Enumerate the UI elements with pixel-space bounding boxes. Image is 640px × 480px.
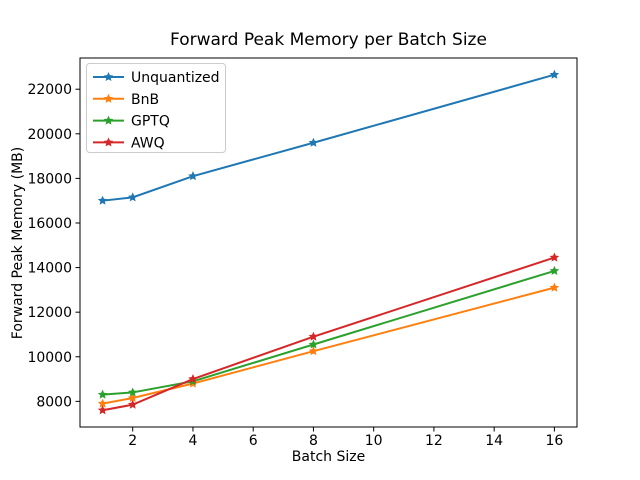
data-point-marker-awq [188,374,198,384]
x-tick-label: 4 [188,433,197,449]
data-point-marker-bnb [549,282,560,292]
x-tick-label: 14 [485,433,503,449]
y-tick-label: 16000 [27,216,72,232]
y-tick-label: 10000 [27,350,72,366]
data-point-marker-gptq [549,265,560,275]
data-point-marker-bnb [127,393,138,403]
legend-box [86,63,226,153]
data-point-marker-bnb [308,346,319,356]
data-point-marker-unquantized [549,69,560,79]
x-tick-label: 16 [545,433,563,449]
plot-area [79,57,578,428]
legend-marker [103,137,114,147]
legend-marker [103,93,114,103]
legend-label-unquantized: Unquantized [131,70,220,86]
data-point-marker-gptq [97,389,108,399]
y-tick-label: 20000 [27,127,72,143]
legend-marker [103,72,114,82]
y-tick-label: 8000 [36,394,72,410]
series-line-awq [102,256,555,412]
data-point-marker-awq [308,331,319,341]
x-axis-label: Batch Size [292,449,365,465]
legend-label-gptq: GPTQ [131,114,170,130]
x-tick-label: 12 [425,433,443,449]
legend-label-awq: AWQ [131,135,165,151]
data-point-marker-awq [549,252,560,262]
x-tick-label: 6 [249,433,258,449]
data-point-marker-gptq [308,339,319,349]
data-point-marker-awq [97,405,108,415]
x-tick-label: 10 [365,433,383,449]
data-point-marker-unquantized [308,137,319,147]
y-tick-label: 12000 [27,305,72,321]
y-tick-label: 18000 [27,171,72,187]
y-tick-label: 22000 [27,82,72,98]
chart-title: Forward Peak Memory per Batch Size [170,30,487,50]
data-point-marker-awq [127,399,138,409]
legend-label-bnb: BnB [131,92,159,108]
data-point-marker-unquantized [127,192,138,202]
data-point-marker-gptq [127,387,138,397]
y-tick-label: 14000 [27,261,72,277]
x-tick-label: 2 [128,433,137,449]
data-point-marker-unquantized [188,171,198,181]
data-point-marker-unquantized [97,195,108,205]
x-tick-label: 8 [309,433,318,449]
legend-marker [103,115,114,125]
y-axis-label: Forward Peak Memory (MB) [10,147,26,339]
data-point-marker-bnb [97,398,108,408]
